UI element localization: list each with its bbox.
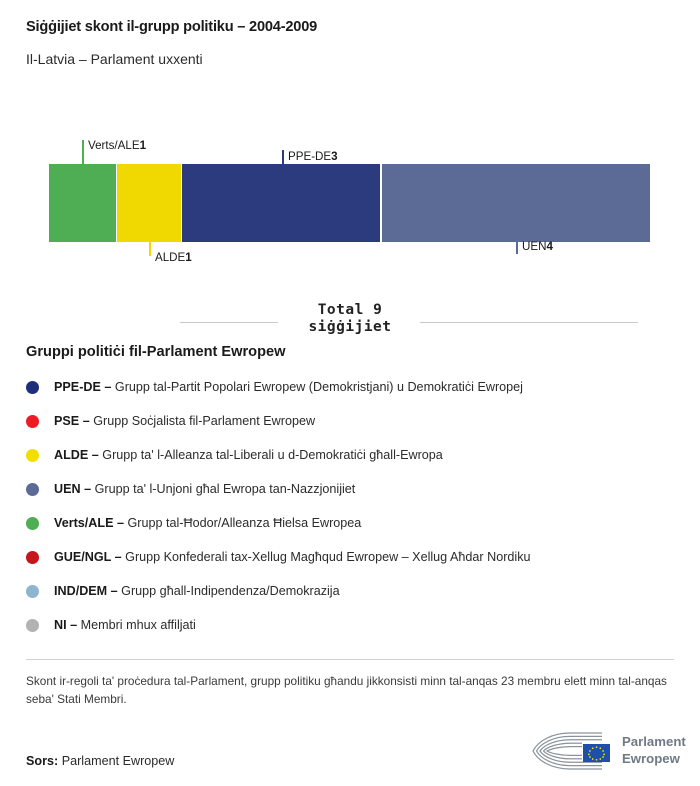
legend-label-uen: UEN – Grupp ta' l-Unjoni għal Ewropa tan… bbox=[54, 482, 355, 496]
legend-abbr-alde: ALDE – bbox=[54, 448, 99, 462]
political-groups-legend: PPE-DE – Grupp tal-Partit Popolari Ewrop… bbox=[26, 370, 676, 642]
legend-item-ni: NI – Membri mhux affiljati bbox=[26, 608, 676, 642]
bar-label-alde-value: 1 bbox=[185, 251, 192, 264]
footer-divider bbox=[26, 659, 674, 660]
ep-logo-line1: Parlament bbox=[622, 734, 686, 749]
legend-item-ind-dem: IND/DEM – Grupp għall-Indipendenza/Demok… bbox=[26, 574, 676, 608]
tick-verts-ale bbox=[82, 140, 84, 164]
bar-label-uen-name: UEN bbox=[522, 240, 547, 253]
bar-label-ppe-de-value: 3 bbox=[331, 150, 338, 163]
bar-segment-alde bbox=[117, 164, 181, 242]
legend-desc-gue-ngl: Grupp Konfederali tax-Xellug Magħqud Ewr… bbox=[121, 550, 531, 564]
source-value: Parlament Ewropew bbox=[58, 754, 175, 768]
ep-hemicycle-icon bbox=[532, 732, 610, 770]
legend-label-ind-dem: IND/DEM – Grupp għall-Indipendenza/Demok… bbox=[54, 584, 340, 598]
legend-desc-uen: Grupp ta' l-Unjoni għal Ewropa tan-Nazzj… bbox=[91, 482, 356, 496]
legend-desc-verts-ale: Grupp tal-Ħodor/Alleanza Ħielsa Ewropea bbox=[124, 516, 362, 530]
legend-abbr-ind-dem: IND/DEM – bbox=[54, 584, 118, 598]
legend-desc-pse: Grupp Soċjalista fil-Parlament Ewropew bbox=[89, 414, 316, 428]
ep-logo-text: Parlament Ewropew bbox=[622, 733, 686, 767]
bar-label-verts-ale-value: 1 bbox=[139, 139, 147, 152]
total-seats-unit: siġġijiet bbox=[308, 319, 392, 335]
legend-color-dot-ppe-de bbox=[26, 380, 39, 394]
tick-uen bbox=[516, 238, 518, 254]
european-parliament-logo: Parlament Ewropew bbox=[530, 729, 686, 773]
total-divider-left bbox=[180, 322, 278, 323]
legend-abbr-gue-ngl: GUE/NGL – bbox=[54, 550, 122, 564]
page-subtitle: Il-Latvia – Parlament uxxenti bbox=[26, 51, 203, 67]
legend-abbr-ppe-de: PPE-DE – bbox=[54, 380, 112, 394]
legend-abbr-pse: PSE – bbox=[54, 414, 90, 428]
legend-desc-ni: Membri mhux affiljati bbox=[77, 618, 196, 632]
legend-desc-ppe-de: Grupp tal-Partit Popolari Ewropew (Demok… bbox=[111, 380, 523, 394]
total-seats-block: Total 9 siġġijiet bbox=[0, 300, 700, 342]
bar-segment-verts-ale bbox=[49, 164, 116, 242]
legend-title: Gruppi politiċi fil-Parlament Ewropew bbox=[26, 344, 286, 360]
legend-desc-alde: Grupp ta' l-Alleanza tal-Liberali u d-De… bbox=[98, 448, 443, 462]
legend-item-uen: UEN – Grupp ta' l-Unjoni għal Ewropa tan… bbox=[26, 472, 676, 506]
legend-desc-ind-dem: Grupp għall-Indipendenza/Demokrazija bbox=[117, 584, 340, 598]
legend-color-dot-alde bbox=[26, 448, 39, 462]
footnote-text: Skont ir-regoli ta' proċedura tal-Parlam… bbox=[26, 674, 667, 706]
bar-label-verts-ale: Verts/ALE1 bbox=[88, 139, 146, 152]
bar-label-ppe-de: PPE-DE3 bbox=[288, 150, 338, 163]
legend-color-dot-gue-ngl bbox=[26, 550, 39, 564]
bar-label-uen: UEN4 bbox=[522, 240, 553, 253]
bar-label-alde: ALDE1 bbox=[155, 251, 192, 264]
legend-abbr-verts-ale: Verts/ALE – bbox=[54, 516, 124, 530]
bar-label-alde-name: ALDE bbox=[155, 251, 186, 264]
total-seats-text: Total 9 siġġijiet bbox=[0, 302, 700, 336]
total-divider-right bbox=[420, 322, 638, 323]
legend-color-dot-verts-ale bbox=[26, 516, 39, 530]
bar-segment-ppe-de bbox=[182, 164, 380, 242]
tick-ppe-de bbox=[282, 150, 284, 164]
legend-label-ppe-de: PPE-DE – Grupp tal-Partit Popolari Ewrop… bbox=[54, 380, 523, 394]
seat-distribution-bar-chart: Verts/ALE1 PPE-DE3 ALDE1 UEN4 bbox=[0, 0, 700, 300]
legend-color-dot-uen bbox=[26, 482, 39, 496]
legend-item-alde: ALDE – Grupp ta' l-Alleanza tal-Liberali… bbox=[26, 438, 676, 472]
ep-logo-line2: Ewropew bbox=[622, 751, 680, 766]
legend-abbr-uen: UEN – bbox=[54, 482, 92, 496]
legend-label-ni: NI – Membri mhux affiljati bbox=[54, 618, 196, 632]
bar-label-ppe-de-name: PPE-DE bbox=[288, 150, 332, 163]
legend-item-ppe-de: PPE-DE – Grupp tal-Partit Popolari Ewrop… bbox=[26, 370, 676, 404]
legend-color-dot-ind-dem bbox=[26, 584, 39, 598]
bar-label-uen-value: 4 bbox=[546, 240, 553, 253]
page-title: Siġġijiet skont il-grupp politiku – 2004… bbox=[26, 19, 318, 35]
legend-label-alde: ALDE – Grupp ta' l-Alleanza tal-Liberali… bbox=[54, 448, 443, 462]
legend-abbr-ni: NI – bbox=[54, 618, 78, 632]
legend-label-gue-ngl: GUE/NGL – Grupp Konfederali tax-Xellug M… bbox=[54, 550, 531, 564]
tick-alde bbox=[149, 242, 151, 256]
total-seats-count: Total 9 bbox=[317, 302, 383, 318]
legend-label-pse: PSE – Grupp Soċjalista fil-Parlament Ewr… bbox=[54, 414, 315, 428]
legend-color-dot-pse bbox=[26, 414, 39, 428]
source-label: Sors: bbox=[26, 754, 59, 768]
stacked-bar bbox=[49, 164, 650, 242]
bar-label-verts-ale-name: Verts/ALE bbox=[88, 139, 140, 152]
legend-item-pse: PSE – Grupp Soċjalista fil-Parlament Ewr… bbox=[26, 404, 676, 438]
bar-segment-uen bbox=[382, 164, 650, 242]
legend-item-gue-ngl: GUE/NGL – Grupp Konfederali tax-Xellug M… bbox=[26, 540, 676, 574]
legend-color-dot-ni bbox=[26, 618, 39, 632]
legend-label-verts-ale: Verts/ALE – Grupp tal-Ħodor/Alleanza Ħie… bbox=[54, 516, 361, 530]
source-line: Sors: Parlament Ewropew bbox=[26, 754, 174, 768]
legend-item-verts-ale: Verts/ALE – Grupp tal-Ħodor/Alleanza Ħie… bbox=[26, 506, 676, 540]
